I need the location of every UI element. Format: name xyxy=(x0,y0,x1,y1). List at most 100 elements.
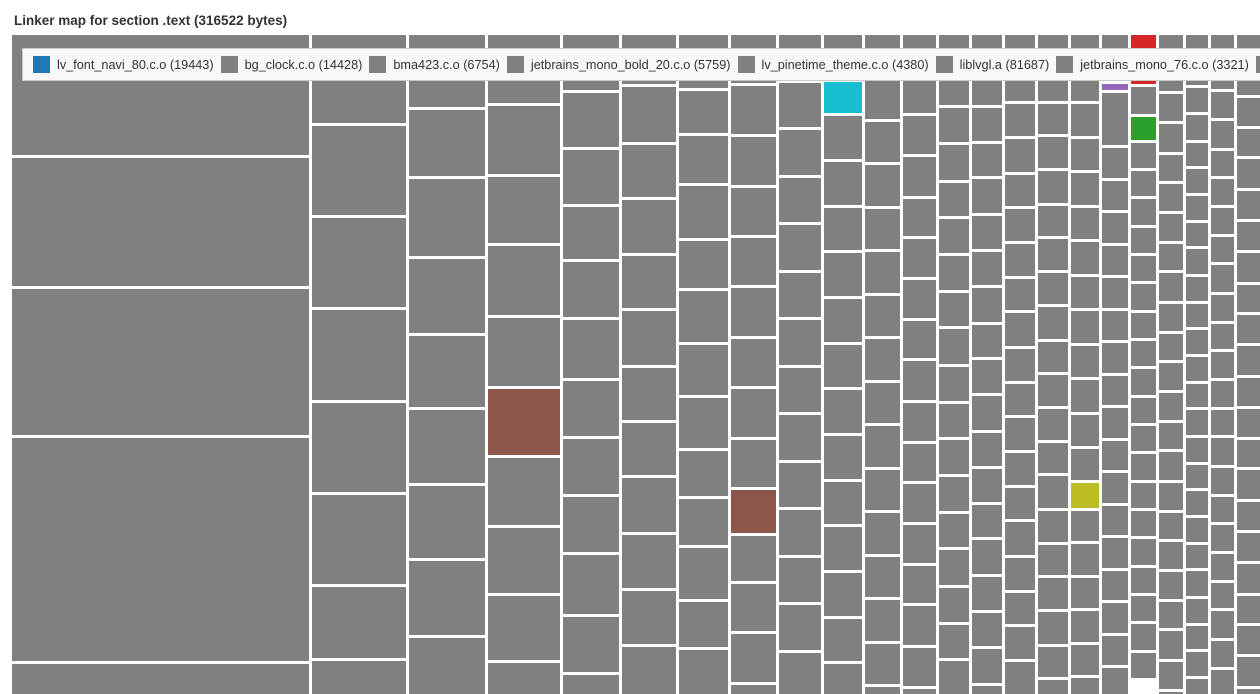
treemap-cell[interactable] xyxy=(903,361,936,400)
treemap-cell[interactable] xyxy=(1186,115,1208,140)
treemap-cell[interactable] xyxy=(1102,278,1128,308)
treemap-cell[interactable] xyxy=(939,256,969,290)
treemap-cell[interactable] xyxy=(409,410,485,483)
treemap-cell[interactable] xyxy=(1186,88,1208,112)
treemap-cell[interactable] xyxy=(1102,668,1128,694)
treemap-cell[interactable] xyxy=(824,116,862,159)
treemap-cell[interactable] xyxy=(1159,244,1183,270)
treemap-cell[interactable] xyxy=(1159,513,1183,539)
treemap-cell[interactable] xyxy=(1159,452,1183,480)
treemap-cell[interactable] xyxy=(1038,342,1068,372)
treemap-cell[interactable] xyxy=(409,486,485,558)
treemap-cell[interactable] xyxy=(731,389,776,437)
treemap-cell[interactable] xyxy=(903,157,936,196)
treemap-cell[interactable] xyxy=(622,87,676,142)
treemap-cell[interactable] xyxy=(312,126,406,215)
treemap-cell[interactable] xyxy=(731,238,776,285)
treemap-cell[interactable] xyxy=(1211,92,1234,118)
treemap-cell[interactable] xyxy=(1237,346,1260,375)
treemap-cell[interactable] xyxy=(1131,199,1156,225)
treemap-cell[interactable] xyxy=(939,219,969,253)
treemap-cell[interactable] xyxy=(1102,603,1128,633)
treemap-cell[interactable] xyxy=(1159,184,1183,211)
treemap-cell[interactable] xyxy=(1131,171,1156,196)
treemap-cell[interactable] xyxy=(1005,313,1035,346)
treemap-cell[interactable] xyxy=(1211,554,1234,580)
treemap-cell[interactable] xyxy=(1211,208,1234,234)
treemap-cell[interactable] xyxy=(1159,155,1183,181)
treemap-cell[interactable] xyxy=(1131,624,1156,650)
treemap-cell[interactable] xyxy=(1237,253,1260,282)
treemap-cell[interactable] xyxy=(731,288,776,336)
treemap-cell[interactable] xyxy=(622,145,676,197)
treemap-cell[interactable] xyxy=(731,584,776,631)
treemap-cell[interactable] xyxy=(1038,239,1068,270)
treemap-cell[interactable] xyxy=(488,596,560,660)
treemap-cell[interactable] xyxy=(1005,558,1035,590)
treemap-cell[interactable] xyxy=(1186,410,1208,435)
treemap-cell[interactable] xyxy=(1131,228,1156,253)
treemap-cell[interactable] xyxy=(1237,222,1260,250)
treemap-cell[interactable] xyxy=(972,360,1002,393)
treemap-cell[interactable] xyxy=(1211,438,1234,465)
treemap-cell[interactable] xyxy=(972,469,1002,502)
treemap-cell[interactable] xyxy=(824,573,862,616)
treemap-cell[interactable] xyxy=(1159,692,1183,694)
treemap-cell[interactable] xyxy=(779,320,821,365)
treemap-cell[interactable] xyxy=(1102,571,1128,600)
treemap-cell[interactable] xyxy=(563,675,619,694)
treemap-cell[interactable] xyxy=(972,649,1002,683)
treemap-cell[interactable] xyxy=(1102,506,1128,535)
treemap-cell[interactable] xyxy=(1005,209,1035,241)
treemap-cell[interactable] xyxy=(12,158,309,286)
treemap-cell[interactable] xyxy=(1131,568,1156,593)
treemap-cell[interactable] xyxy=(731,137,776,185)
treemap-cell[interactable] xyxy=(563,497,619,552)
treemap-cell[interactable] xyxy=(939,183,969,216)
treemap-cell[interactable] xyxy=(972,216,1002,249)
treemap-cell[interactable] xyxy=(824,162,862,205)
treemap-cell[interactable] xyxy=(679,241,728,288)
treemap-cell[interactable] xyxy=(563,262,619,317)
treemap-cell[interactable] xyxy=(1211,179,1234,205)
treemap-cell[interactable] xyxy=(1211,151,1234,176)
treemap-cell[interactable] xyxy=(865,122,900,162)
treemap-cell[interactable] xyxy=(1186,330,1208,354)
treemap-cell[interactable] xyxy=(731,440,776,487)
treemap-cell[interactable] xyxy=(865,557,900,597)
treemap-cell[interactable] xyxy=(903,116,936,154)
treemap-cell[interactable] xyxy=(1071,346,1099,377)
treemap-cell[interactable] xyxy=(1005,662,1035,694)
treemap-cell[interactable] xyxy=(1211,641,1234,667)
treemap-cell[interactable] xyxy=(1186,196,1208,220)
treemap-cell[interactable] xyxy=(1211,611,1234,638)
treemap-cell[interactable] xyxy=(622,256,676,308)
treemap-cell[interactable] xyxy=(903,239,936,277)
treemap-cell[interactable] xyxy=(972,613,1002,646)
treemap-cell[interactable] xyxy=(1071,483,1099,508)
treemap-cell[interactable] xyxy=(824,253,862,296)
treemap-cell[interactable] xyxy=(1102,473,1128,503)
treemap-cell[interactable] xyxy=(488,177,560,243)
treemap-cell[interactable] xyxy=(1237,98,1260,126)
treemap-cell[interactable] xyxy=(409,179,485,256)
treemap-cell[interactable] xyxy=(824,482,862,524)
treemap-cell[interactable] xyxy=(939,293,969,326)
treemap-cell[interactable] xyxy=(939,108,969,142)
treemap-cell[interactable] xyxy=(903,689,936,694)
treemap-cell[interactable] xyxy=(1071,311,1099,343)
treemap-cell[interactable] xyxy=(1071,173,1099,205)
treemap-cell[interactable] xyxy=(488,663,560,694)
treemap-cell[interactable] xyxy=(1038,545,1068,575)
treemap-cell[interactable] xyxy=(312,310,406,400)
treemap-cell[interactable] xyxy=(1038,443,1068,473)
treemap-cell[interactable] xyxy=(1211,497,1234,522)
treemap-cell[interactable] xyxy=(1237,626,1260,654)
treemap-cell[interactable] xyxy=(1131,596,1156,621)
treemap-cell[interactable] xyxy=(563,207,619,259)
treemap-cell[interactable] xyxy=(1211,295,1234,321)
treemap-cell[interactable] xyxy=(779,415,821,460)
treemap-cell[interactable] xyxy=(1131,539,1156,565)
treemap-cell[interactable] xyxy=(1186,518,1208,542)
treemap-cell[interactable] xyxy=(1211,324,1234,349)
